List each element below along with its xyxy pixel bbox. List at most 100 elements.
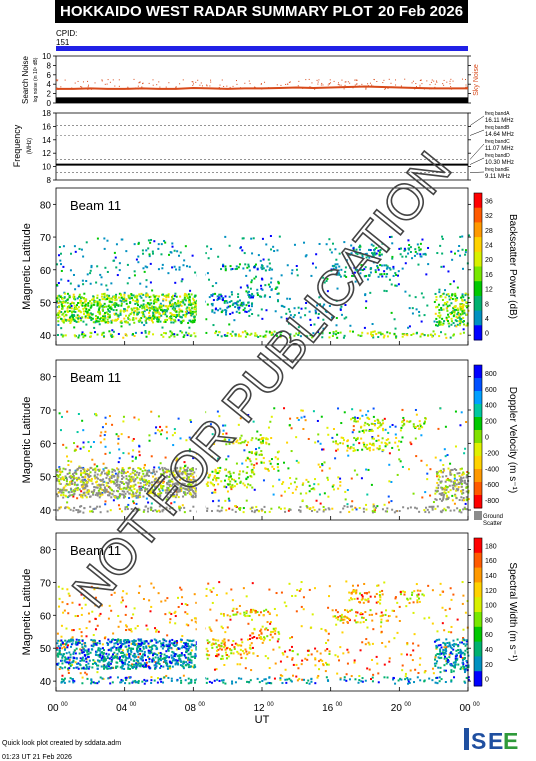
heatmap-cell (376, 265, 379, 268)
colorbar-segment (474, 365, 482, 379)
heatmap-cell (339, 646, 342, 649)
heatmap-cell (255, 505, 258, 508)
sky-noise-point (81, 86, 83, 88)
heatmap-cell (185, 468, 188, 471)
heatmap-cell (371, 510, 374, 513)
heatmap-cell (162, 335, 165, 338)
heatmap-cell (289, 477, 292, 480)
heatmap-cell (92, 295, 95, 298)
heatmap-cell (96, 316, 99, 319)
sky-noise-point (175, 86, 177, 88)
heatmap-cell (434, 456, 437, 459)
sky-noise-point (443, 84, 445, 86)
heatmap-cell (74, 310, 77, 313)
sky-noise-point (285, 83, 287, 85)
heatmap-cell (112, 475, 115, 478)
heatmap-cell (336, 263, 339, 266)
heatmap-cell (145, 304, 148, 307)
heatmap-cell (218, 293, 221, 296)
heatmap-cell (389, 425, 392, 428)
heatmap-cell (138, 450, 141, 453)
heatmap-cell (71, 301, 74, 304)
heatmap-cell (133, 296, 136, 299)
heatmap-cell (268, 285, 271, 288)
heatmap-cell (133, 243, 136, 246)
heatmap-cell (72, 478, 75, 481)
heatmap-cell (424, 491, 427, 494)
sky-noise-point (56, 79, 58, 81)
heatmap-cell (377, 421, 380, 424)
heatmap-cell (218, 469, 221, 472)
heatmap-cell (58, 668, 61, 671)
sky-noise-point (361, 83, 363, 85)
heatmap-cell (188, 296, 191, 299)
heatmap-cell (224, 334, 227, 337)
heatmap-cell (356, 270, 359, 273)
heatmap-cell (140, 317, 143, 320)
heatmap-cell (58, 312, 61, 315)
heatmap-cell (119, 480, 122, 483)
heatmap-cell (268, 460, 271, 463)
heatmap-cell (168, 336, 171, 339)
heatmap-cell (74, 250, 77, 253)
heatmap-cell (437, 486, 440, 489)
heatmap-cell (339, 307, 342, 310)
sky-noise-point (321, 87, 323, 89)
heatmap-cell (80, 505, 83, 508)
heatmap-cell (398, 605, 401, 608)
heatmap-cell (407, 252, 410, 255)
heatmap-cell (361, 429, 364, 432)
heatmap-cell (58, 466, 61, 469)
heatmap-cell (124, 314, 127, 317)
heatmap-cell (172, 495, 175, 498)
heatmap-cell (88, 659, 91, 662)
heatmap-cell (232, 471, 235, 474)
heatmap-cell (221, 506, 224, 509)
heatmap-cell (401, 335, 404, 338)
heatmap-cell (105, 305, 108, 308)
heatmap-cell (417, 246, 420, 249)
heatmap-cell (111, 480, 114, 483)
heatmap-cell (452, 280, 455, 283)
heatmap-cell (102, 468, 105, 471)
heatmap-cell (250, 332, 253, 335)
heatmap-cell (209, 473, 212, 476)
colorbar-segment (474, 295, 482, 312)
heatmap-cell (351, 272, 354, 275)
heatmap-cell (455, 315, 458, 318)
heatmap-cell (372, 255, 375, 258)
heatmap-cell (78, 652, 81, 655)
heatmap-cell (355, 508, 358, 511)
sky-noise-point (244, 82, 246, 84)
sky-noise-point (219, 88, 221, 90)
heatmap-cell (246, 291, 249, 294)
heatmap-cell (235, 265, 238, 268)
colorbar-tick-label: 36 (485, 198, 493, 205)
heatmap-cell (249, 475, 252, 478)
heatmap-cell (388, 640, 391, 643)
heatmap-cell (92, 297, 95, 300)
heatmap-cell (190, 486, 193, 489)
heatmap-cell (176, 457, 179, 460)
heatmap-cell (289, 508, 292, 511)
heatmap-cell (113, 319, 116, 322)
heatmap-cell (81, 676, 84, 679)
heatmap-cell (462, 304, 465, 307)
heatmap-cell (212, 587, 215, 590)
heatmap-cell (310, 274, 313, 277)
colorbar-segment (474, 325, 482, 341)
sky-noise-point (423, 88, 425, 90)
freq-ytick-label: 12 (42, 149, 51, 158)
heatmap-cell (184, 245, 187, 248)
heatmap-cell (262, 441, 265, 444)
heatmap-cell (92, 468, 95, 471)
heatmap-cell (314, 266, 317, 269)
heatmap-cell (265, 437, 268, 440)
heatmap-cell (73, 471, 76, 474)
heatmap-cell (76, 486, 79, 489)
heatmap-cell (120, 510, 123, 513)
heatmap-cell (372, 444, 375, 447)
heatmap-cell (85, 491, 88, 494)
freq-ylabel: Frequency (12, 124, 22, 167)
heatmap-cell (457, 311, 460, 314)
